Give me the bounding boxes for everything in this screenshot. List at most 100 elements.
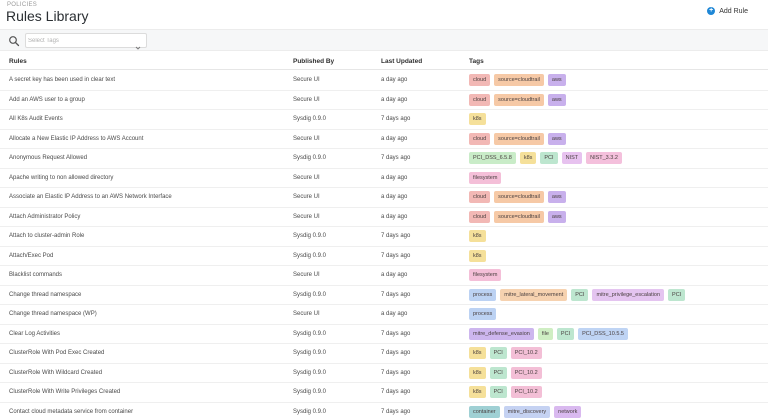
table-header: Rules Published By Last Updated Tags	[0, 52, 768, 70]
column-header-published-by[interactable]: Published By	[293, 58, 335, 65]
rule-name: ClusterRole With Wildcard Created	[9, 369, 103, 376]
table-row[interactable]: ClusterRole With Wildcard Created Sysdig …	[0, 364, 768, 383]
tag-chip[interactable]: k8s	[469, 347, 486, 359]
table-row[interactable]: Add an AWS user to a group Secure UI a day…	[0, 91, 768, 110]
table-row[interactable]: All K8s Audit Events Sysdig 0.9.0 7 days a…	[0, 110, 768, 130]
tag-list: k8s PCI PCI_10.2	[469, 347, 768, 359]
tag-chip[interactable]: PCI_10.2	[510, 347, 542, 359]
tag-chip[interactable]: NIST	[561, 152, 583, 164]
tag-chip[interactable]: mitre_defense_evasion	[469, 327, 534, 340]
tag-chip[interactable]: NIST_3.3.2	[586, 152, 622, 164]
tag-chip[interactable]: PCI	[489, 347, 507, 359]
filter-toolbar	[0, 29, 768, 51]
tag-select[interactable]	[25, 33, 147, 50]
table-row[interactable]: Attach Administrator Policy Secure UI a da…	[0, 208, 768, 227]
search-icon[interactable]	[8, 34, 20, 47]
tag-chip[interactable]: process	[469, 308, 497, 320]
tag-chip[interactable]: aws	[547, 74, 566, 86]
column-header-rules[interactable]: Rules	[9, 58, 27, 65]
table-row[interactable]: Allocate a New Elastic IP Address to AWS…	[0, 130, 768, 149]
published-by: Sysdig 0.9.0	[293, 233, 327, 239]
tag-chip[interactable]: file	[537, 327, 553, 340]
rule-name: A secret key has been used in clear text	[9, 77, 116, 83]
last-updated: a day ago	[381, 96, 408, 103]
rule-name: Blacklist commands	[9, 272, 63, 278]
tag-chip[interactable]: source=cloudtrail	[494, 93, 544, 106]
tag-chip[interactable]: cloud	[469, 132, 491, 145]
breadcrumb[interactable]: POLICIES	[7, 2, 38, 8]
table-row[interactable]: Contact cloud metadata service from cont…	[0, 403, 768, 420]
tag-chip[interactable]: filesystem	[469, 269, 502, 281]
tag-chip[interactable]: PCI_10.2	[510, 366, 542, 379]
column-header-last-updated[interactable]: Last Updated	[381, 58, 423, 65]
tag-chip[interactable]: PCI	[489, 386, 507, 398]
tag-chip[interactable]: cloud	[469, 191, 491, 203]
tag-chip[interactable]: PCI	[540, 152, 558, 164]
table-row[interactable]: Change thread namespace (WP) Secure UI a d…	[0, 305, 768, 325]
tag-chip[interactable]: aws	[547, 132, 566, 145]
table-row[interactable]: Associate an Elastic IP Address to an AW…	[0, 188, 768, 208]
tag-chip[interactable]: PCI_DSS_10.5.5	[578, 327, 628, 340]
tag-chip[interactable]: process	[469, 288, 497, 301]
last-updated: a day ago	[381, 272, 408, 278]
tag-list: cloud source=cloudtrail aws	[469, 210, 768, 223]
rule-name: Associate an Elastic IP Address to an AW…	[9, 194, 172, 200]
tag-chip[interactable]: network	[554, 405, 582, 418]
tag-chip[interactable]: source=cloudtrail	[494, 210, 544, 223]
tag-chip[interactable]: cloud	[469, 74, 491, 86]
tag-chip[interactable]: k8s	[519, 152, 537, 164]
tag-chip[interactable]: PCI	[571, 288, 589, 301]
rule-name: ClusterRole With Write Privileges Create…	[9, 389, 121, 395]
published-by: Sysdig 0.9.0	[293, 116, 327, 122]
published-by: Sysdig 0.9.0	[293, 350, 327, 356]
table-row[interactable]: ClusterRole With Pod Exec Created Sysdig …	[0, 344, 768, 364]
published-by: Secure UI	[293, 96, 320, 103]
tag-chip[interactable]: k8s	[469, 366, 486, 379]
table-row[interactable]: Clear Log Activities Sysdig 0.9.0 7 days a…	[0, 325, 768, 344]
plus-circle-icon: +	[707, 7, 716, 15]
table-row[interactable]: Change thread namespace Sysdig 0.9.0 7 day…	[0, 286, 768, 305]
table-row[interactable]: Anonymous Request Allowed Sysdig 0.9.0 7 d…	[0, 149, 768, 169]
rule-name: Attach/Exec Pod	[9, 252, 54, 259]
table-row[interactable]: Attach/Exec Pod Sysdig 0.9.0 7 days ago k8s	[0, 247, 768, 266]
tag-chip[interactable]: filesystem	[469, 171, 502, 184]
tag-chip[interactable]: mitre_lateral_movement	[500, 288, 568, 301]
tag-chip[interactable]: PCI	[489, 366, 507, 379]
tag-chip[interactable]: aws	[547, 93, 566, 106]
tag-chip[interactable]: mitre_privilege_escalation	[592, 288, 665, 301]
table-row[interactable]: ClusterRole With Write Privileges Create…	[0, 383, 768, 403]
tag-chip[interactable]: source=cloudtrail	[494, 74, 544, 86]
tag-chip[interactable]: PCI_DSS_6.5.8	[469, 152, 516, 164]
tag-list: process mitre_lateral_movement PCI mitre_pr…	[469, 288, 768, 301]
rule-name: Change thread namespace	[9, 291, 82, 298]
tag-chip[interactable]: aws	[547, 210, 566, 223]
table-row[interactable]: Blacklist commands Secure UI a day ago file…	[0, 266, 768, 286]
tag-chip[interactable]: PCI_10.2	[510, 386, 542, 398]
tag-chip[interactable]: PCI	[556, 327, 575, 340]
tag-select-input[interactable]	[28, 35, 128, 46]
published-by: Secure UI	[293, 135, 320, 142]
tag-chip[interactable]: k8s	[469, 386, 486, 398]
tag-chip[interactable]: aws	[547, 191, 566, 203]
add-rule-button[interactable]: + Add Rule	[707, 7, 748, 15]
tag-chip[interactable]: cloud	[469, 93, 491, 106]
tag-chip[interactable]: k8s	[469, 230, 486, 242]
tag-chip[interactable]: container	[469, 405, 500, 418]
last-updated: a day ago	[381, 174, 408, 181]
tag-list: PCI_DSS_6.5.8 k8s PCI NIST NIST_3.3.2	[469, 152, 768, 164]
table-row[interactable]: A secret key has been used in clear text…	[0, 71, 768, 91]
table-row[interactable]: Apache writing to non allowed directory S…	[0, 169, 768, 188]
tag-chip[interactable]: mitre_discovery	[503, 405, 551, 418]
tag-chip[interactable]: cloud	[469, 210, 491, 223]
chevron-down-icon	[135, 38, 141, 50]
table-row[interactable]: Attach to cluster-admin Role Sysdig 0.9.0…	[0, 227, 768, 247]
tag-chip[interactable]: PCI	[668, 288, 686, 301]
tag-list: process	[469, 308, 768, 320]
last-updated: a day ago	[381, 77, 408, 83]
tag-chip[interactable]: source=cloudtrail	[494, 132, 544, 145]
tag-chip[interactable]: k8s	[469, 113, 486, 125]
rule-name: All K8s Audit Events	[9, 116, 63, 122]
published-by: Sysdig 0.9.0	[293, 330, 327, 337]
tag-chip[interactable]: source=cloudtrail	[494, 191, 544, 203]
tag-chip[interactable]: k8s	[469, 249, 486, 262]
